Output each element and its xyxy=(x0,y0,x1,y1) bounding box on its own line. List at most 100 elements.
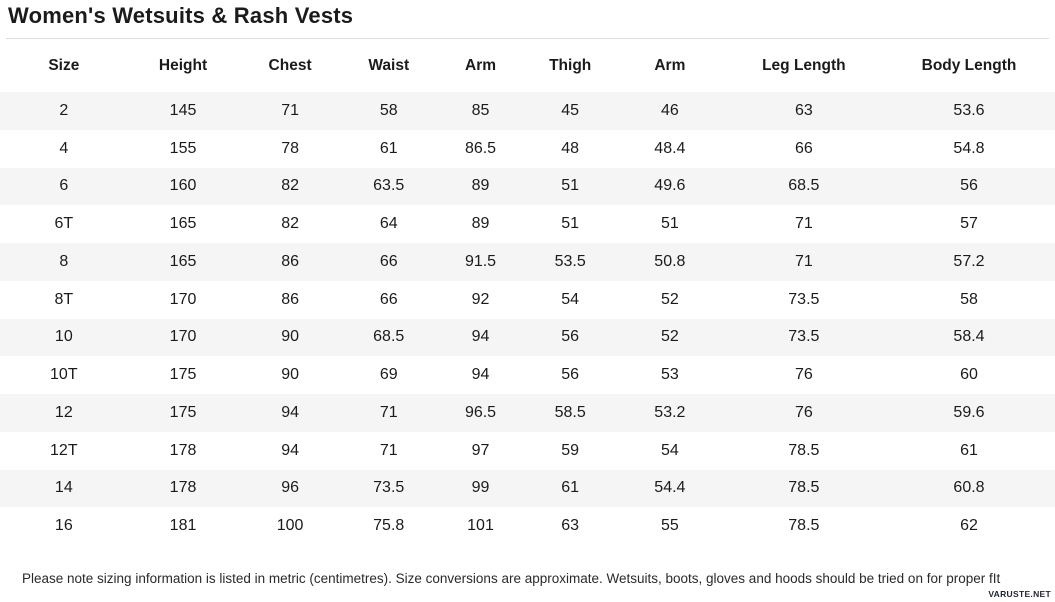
measurement-cell: 94 xyxy=(471,328,490,346)
size-cell: 6T xyxy=(54,215,74,233)
measurement-cell: 57 xyxy=(960,215,978,233)
measurement-cell: 71 xyxy=(379,441,398,459)
measurement-cell: 53 xyxy=(660,366,679,384)
measurement-cell: 56 xyxy=(960,177,978,195)
measurement-cell: 86 xyxy=(281,252,299,270)
measurement-cell: 62 xyxy=(960,517,978,535)
measurement-cell: 52 xyxy=(660,328,679,346)
sizing-note: Please note sizing information is listed… xyxy=(22,571,1001,586)
table-row: 10T 175 90 69 94 56 53 76 60 xyxy=(0,356,1055,394)
measurement-cell: 63.5 xyxy=(373,177,405,195)
measurement-cell: 54 xyxy=(660,441,679,459)
measurement-cell: 78.5 xyxy=(788,517,820,535)
size-chart-table: Size Height Chest Waist Arm Thigh Arm Leg Lengt… xyxy=(0,39,1055,545)
column-header: Size xyxy=(48,56,80,74)
measurement-cell: 94 xyxy=(471,366,490,384)
measurement-cell: 45 xyxy=(561,101,580,119)
measurement-cell: 145 xyxy=(169,101,197,119)
measurement-cell: 92 xyxy=(471,290,490,308)
column-header: Body Length xyxy=(921,56,1017,74)
measurement-cell: 76 xyxy=(794,403,813,421)
measurement-cell: 56 xyxy=(561,366,580,384)
measurement-cell: 51 xyxy=(561,177,580,195)
measurement-cell: 54.8 xyxy=(953,139,985,157)
measurement-cell: 56 xyxy=(561,328,580,346)
measurement-cell: 178 xyxy=(169,479,197,497)
measurement-cell: 78.5 xyxy=(788,441,820,459)
table-row: 10 170 90 68.5 94 56 52 73.5 58.4 xyxy=(0,318,1055,357)
measurement-cell: 89 xyxy=(471,215,490,233)
measurement-cell: 86.5 xyxy=(464,139,497,157)
measurement-cell: 96 xyxy=(281,479,299,497)
measurement-cell: 52 xyxy=(660,290,679,308)
measurement-cell: 66 xyxy=(794,139,813,157)
measurement-cell: 59 xyxy=(561,441,580,459)
table-row: 12 175 94 71 96.5 58.5 53.2 76 59.6 xyxy=(0,394,1055,432)
size-cell: 2 xyxy=(59,101,69,119)
column-header: Thigh xyxy=(549,56,592,74)
measurement-cell: 86 xyxy=(281,290,299,308)
measurement-cell: 73.5 xyxy=(788,290,820,308)
measurement-cell: 60.8 xyxy=(953,479,985,497)
table-row: 2 145 71 58 85 45 46 63 53.6 xyxy=(0,92,1055,130)
column-header: Chest xyxy=(268,56,312,74)
measurement-cell: 94 xyxy=(281,403,299,421)
measurement-cell: 91.5 xyxy=(464,252,497,270)
column-header: Waist xyxy=(368,56,410,74)
measurement-cell: 76 xyxy=(794,366,813,384)
page-title: Women's Wetsuits & Rash Vests xyxy=(8,3,354,28)
measurement-cell: 94 xyxy=(281,441,299,459)
table-row: 6T 165 82 64 89 51 51 71 57 xyxy=(0,205,1055,243)
measurement-cell: 55 xyxy=(660,517,679,535)
measurement-cell: 58.4 xyxy=(953,328,985,346)
size-cell: 12 xyxy=(54,403,73,421)
measurement-cell: 75.8 xyxy=(373,517,405,535)
watermark: VARUSTE.NET xyxy=(988,589,1051,599)
measurement-cell: 90 xyxy=(281,366,299,384)
measurement-cell: 53.2 xyxy=(654,403,686,421)
size-cell: 4 xyxy=(59,139,69,157)
measurement-cell: 78.5 xyxy=(788,479,820,497)
table-header-row: Size Height Chest Waist Arm Thigh Arm Leg Lengt… xyxy=(0,39,1055,92)
measurement-cell: 59.6 xyxy=(953,403,985,421)
measurement-cell: 175 xyxy=(169,403,197,421)
measurement-cell: 165 xyxy=(169,215,197,233)
measurement-cell: 82 xyxy=(281,177,299,195)
table-row: 4 155 78 61 86.5 48 48.4 66 54.8 xyxy=(0,130,1055,168)
table-row: 6 160 82 63.5 89 51 49.6 68.5 56 xyxy=(0,167,1055,206)
measurement-cell: 68.5 xyxy=(788,177,820,195)
column-header: Arm xyxy=(654,56,686,74)
measurement-cell: 48.4 xyxy=(654,139,686,157)
table-row: 12T 178 94 71 97 59 54 78.5 61 xyxy=(0,432,1055,470)
measurement-cell: 181 xyxy=(169,517,197,535)
measurement-cell: 89 xyxy=(471,177,490,195)
measurement-cell: 73.5 xyxy=(788,328,820,346)
table-row: 16 181 100 75.8 101 63 55 78.5 62 xyxy=(0,507,1055,545)
measurement-cell: 46 xyxy=(660,101,679,119)
measurement-cell: 58 xyxy=(379,101,398,119)
size-cell: 16 xyxy=(54,517,73,535)
measurement-cell: 101 xyxy=(467,517,494,535)
measurement-cell: 54 xyxy=(561,290,580,308)
measurement-cell: 71 xyxy=(281,101,299,119)
column-header: Height xyxy=(158,56,208,74)
measurement-cell: 58.5 xyxy=(554,403,586,421)
measurement-cell: 90 xyxy=(281,328,299,346)
measurement-cell: 175 xyxy=(169,366,197,384)
measurement-cell: 170 xyxy=(169,290,197,308)
measurement-cell: 48 xyxy=(561,139,580,157)
measurement-cell: 68.5 xyxy=(373,328,405,346)
table-row: 14 178 96 73.5 99 61 54.4 78.5 60.8 xyxy=(0,469,1055,508)
measurement-cell: 170 xyxy=(169,328,197,346)
size-cell: 10T xyxy=(50,366,78,384)
measurement-cell: 178 xyxy=(169,441,197,459)
column-header: Arm xyxy=(465,56,497,74)
measurement-cell: 69 xyxy=(379,366,398,384)
measurement-cell: 64 xyxy=(379,215,398,233)
column-header: Leg Length xyxy=(762,56,846,74)
measurement-cell: 61 xyxy=(379,139,398,157)
measurement-cell: 100 xyxy=(276,517,304,535)
measurement-cell: 53.5 xyxy=(554,252,586,270)
size-cell: 8T xyxy=(54,290,74,308)
measurement-cell: 97 xyxy=(471,441,490,459)
